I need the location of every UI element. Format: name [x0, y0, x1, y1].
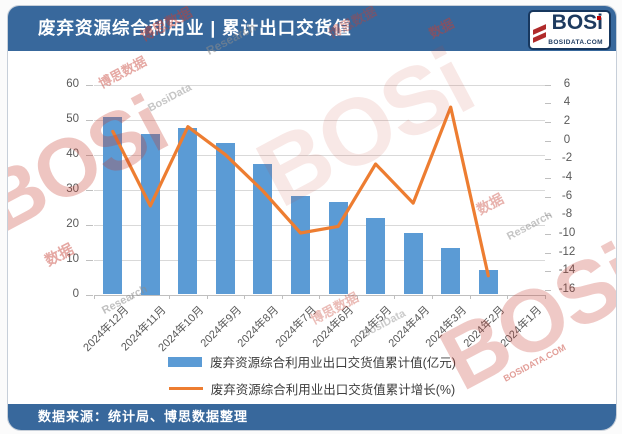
bar: [366, 217, 386, 295]
x-axis-tick: [281, 294, 283, 299]
data-source-text: 数据来源：统计局、博思数据整理: [38, 409, 249, 424]
bar: [215, 142, 235, 295]
y-axis-label-left: 0: [72, 287, 79, 300]
line-chart-svg: [111, 105, 490, 278]
y-axis-label-right: -14: [558, 264, 576, 277]
y-axis-tick-left: [86, 189, 93, 191]
y-axis-tick-right: [545, 84, 551, 86]
y-axis-tick-right: [545, 122, 551, 124]
brand-logo: BOSi BOSIDATA.COM: [528, 10, 611, 50]
y-axis-tick-right: [545, 215, 551, 217]
y-axis-label-right: -8: [561, 208, 573, 221]
header-bar: 废弃资源综合利用业 | 累计出口交货值: [8, 6, 616, 51]
x-axis-tick: [431, 294, 433, 299]
x-axis-tick: [469, 294, 471, 299]
y-axis-tick-left: [86, 84, 93, 86]
y-axis-tick-right: [545, 271, 551, 273]
trend-line: [111, 105, 490, 278]
x-axis-tick: [319, 294, 321, 299]
x-axis-tick: [169, 294, 171, 299]
y-axis-tick-left: [86, 294, 93, 296]
x-axis-tick: [544, 294, 546, 299]
report-card: 0 10 20 30 40 50 60 6 4 2 0 -2 -4 -6 -8 -10 -12 -14 -16 202…: [7, 5, 617, 431]
x-axis-tick: [244, 294, 246, 299]
y-axis-tick-right: [545, 196, 551, 198]
bar: [478, 270, 498, 295]
y-axis-tick-left: [86, 119, 93, 121]
y-axis-tick-right: [545, 177, 551, 179]
bar: [103, 116, 123, 295]
grid-line: [94, 119, 545, 121]
logo-site-text: BOSIDATA.COM: [548, 39, 603, 46]
x-axis-tick: [206, 294, 208, 299]
logo-text: BOSi: [551, 11, 603, 34]
y-axis-tick-right: [545, 252, 551, 254]
legend-item-line-series: 废弃资源综合利用业出口交货值累计增长(%): [168, 379, 456, 398]
bar: [291, 196, 311, 295]
x-axis-tick: [94, 294, 95, 299]
y-axis-tick-right: [545, 140, 551, 142]
y-axis-label-left: 10: [66, 252, 79, 265]
bar: [328, 202, 348, 295]
logo-dot-icon: [597, 16, 601, 20]
y-axis-label-right: 2: [563, 115, 571, 128]
chart-title: 废弃资源综合利用业 | 累计出口交货值: [38, 18, 352, 38]
y-axis-label-left: 60: [66, 77, 79, 90]
y-axis-tick-left: [86, 259, 93, 261]
y-axis-label-right: -16: [558, 282, 576, 295]
bar: [403, 232, 423, 295]
y-axis-label-right: -12: [558, 245, 576, 258]
chart-plot-area: 0 10 20 30 40 50 60 6 4 2 0 -2 -4 -6 -8 -10 -12 -14 -16 202…: [8, 6, 616, 430]
grid-line: [94, 224, 545, 226]
y-axis-label-right: -6: [561, 189, 573, 202]
y-axis-label-left: 40: [66, 147, 79, 160]
y-axis-label-right: 6: [563, 77, 571, 90]
legend-swatch-bar: [168, 356, 203, 367]
y-axis-label-right: -10: [558, 226, 576, 239]
y-axis-label-right: 0: [563, 133, 571, 146]
x-axis-tick: [356, 294, 358, 299]
x-axis-tick: [507, 294, 509, 299]
legend-swatch-line: [168, 387, 203, 390]
grid-line: [94, 154, 545, 156]
grid-line: [94, 259, 545, 261]
legend-label-line-series: 废弃资源综合利用业出口交货值累计增长(%): [210, 383, 456, 397]
y-axis-label-left: 20: [66, 217, 79, 230]
y-axis-label-left: 50: [66, 112, 79, 125]
grid-line: [94, 84, 545, 86]
bar: [140, 133, 160, 295]
y-axis-tick-right: [545, 233, 551, 235]
bar: [441, 247, 461, 295]
chart-legend: 废弃资源综合利用业出口交货值累计值(亿元) 废弃资源综合利用业出口交货值累计增长…: [8, 352, 616, 398]
y-axis-tick-right: [545, 103, 551, 105]
y-axis-tick-left: [86, 154, 93, 156]
y-axis-label-right: -4: [561, 170, 573, 183]
footer-bar: 数据来源：统计局、博思数据整理: [8, 404, 616, 430]
legend-item-bar-series: 废弃资源综合利用业出口交货值累计值(亿元): [168, 352, 456, 371]
legend-label-bar-series: 废弃资源综合利用业出口交货值累计值(亿元): [210, 356, 456, 370]
y-axis-tick-right: [545, 159, 551, 161]
grid-line: [94, 189, 545, 191]
y-axis-label-right: 4: [563, 96, 571, 109]
x-axis-tick: [394, 294, 396, 299]
bar: [178, 127, 198, 295]
x-axis-tick: [131, 294, 133, 299]
y-axis-label-right: -2: [561, 152, 573, 165]
y-axis-label-left: 30: [66, 182, 79, 195]
y-axis-tick-left: [86, 224, 93, 226]
y-axis-tick-right: [545, 289, 551, 291]
